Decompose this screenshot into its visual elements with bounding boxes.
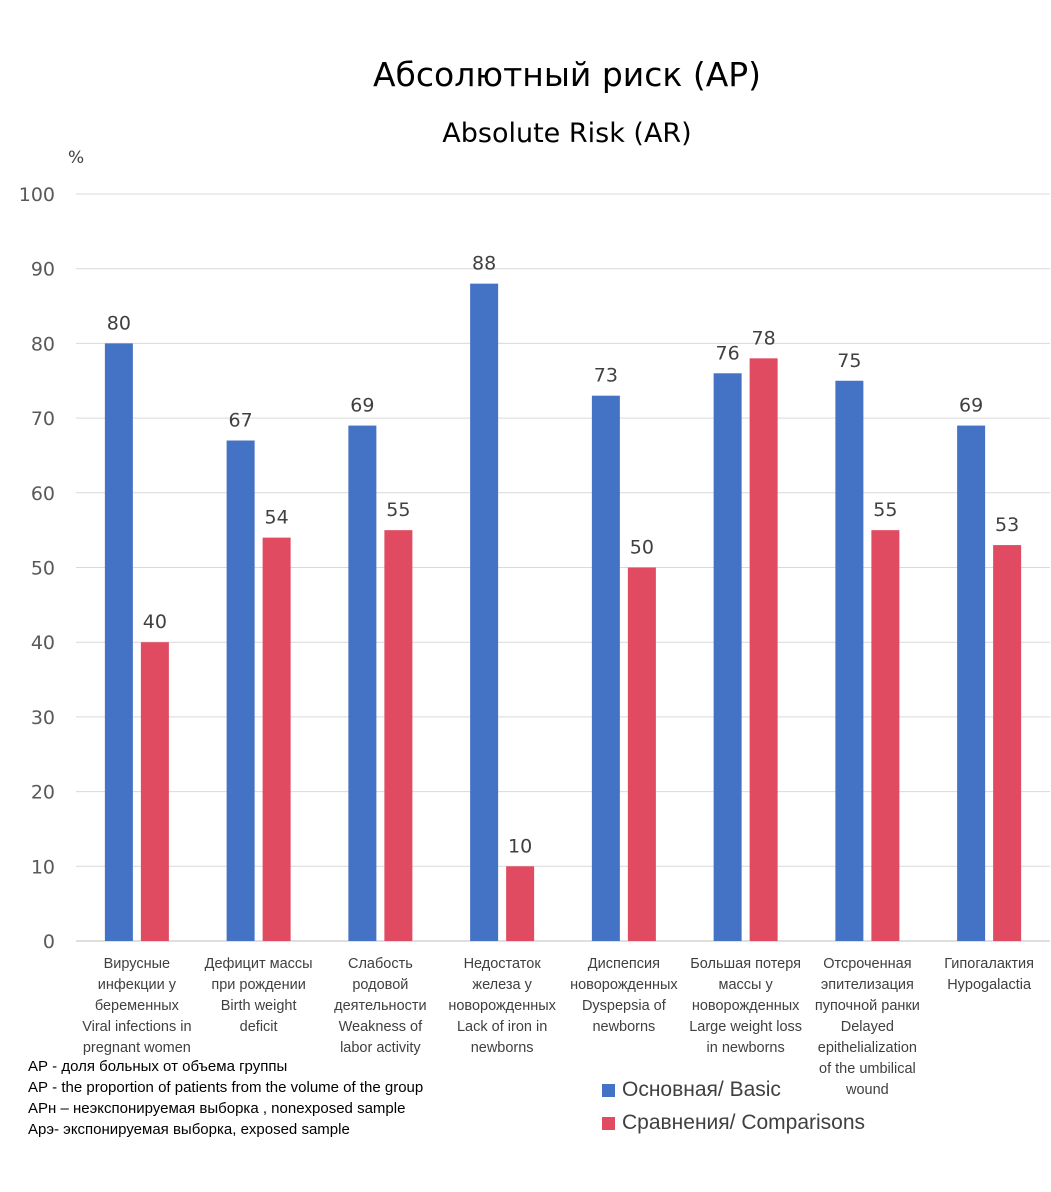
- x-tick-label: Гипогалактия Hypogalactia: [944, 956, 1034, 993]
- bar: [140, 642, 169, 941]
- bar: [871, 530, 900, 941]
- footnote: АР - доля больных от объема группы: [28, 1058, 288, 1075]
- y-tick-label: 80: [31, 333, 55, 355]
- y-tick-label: 10: [31, 856, 55, 878]
- bar: [713, 373, 742, 941]
- y-axis-label: %: [68, 148, 85, 168]
- data-label: 80: [107, 312, 131, 334]
- bar: [262, 537, 291, 941]
- y-tick-label: 40: [31, 632, 55, 654]
- y-tick-label: 90: [31, 259, 55, 281]
- chart-title: Абсолютный риск (АР): [372, 55, 762, 94]
- legend-item-comparisons: Сравнения/ Comparisons: [602, 1111, 865, 1135]
- data-label: 75: [837, 350, 861, 372]
- bar: [384, 530, 413, 941]
- x-tick-label: Вирусные инфекции у беременных Viral inf…: [82, 956, 192, 1056]
- bar: [348, 425, 377, 941]
- y-tick-label: 30: [31, 707, 55, 729]
- bar: [957, 425, 986, 941]
- x-tick-label: Диспепсия новорожденных Dyspepsia of new…: [570, 956, 678, 1035]
- bar: [835, 380, 864, 941]
- x-tick-label: Слабость родовой деятельности Weakness o…: [334, 956, 427, 1056]
- bar: [591, 395, 620, 941]
- chart-subtitle: Absolute Risk (AR): [442, 118, 692, 149]
- y-tick-label: 70: [31, 408, 55, 430]
- y-tick-label: 0: [43, 931, 55, 953]
- data-label: 76: [716, 342, 740, 364]
- legend-swatch: [602, 1083, 615, 1097]
- x-tick-label: Недостаток железа у новорожденных Lack o…: [448, 956, 556, 1056]
- data-label: 55: [386, 499, 410, 521]
- bar: [506, 866, 535, 941]
- data-label: 73: [594, 365, 618, 387]
- data-label: 69: [350, 395, 374, 417]
- y-tick-label: 50: [31, 558, 55, 580]
- y-tick-label: 60: [31, 483, 55, 505]
- x-tick-label: Большая потеря массы у новорожденных Lar…: [689, 956, 803, 1056]
- bar: [470, 283, 499, 941]
- data-label: 40: [143, 611, 167, 633]
- legend-label: Основная/ Basic: [622, 1078, 781, 1101]
- bar: [104, 343, 133, 941]
- data-label: 69: [959, 395, 983, 417]
- footnote: АРн – неэкспонируемая выборка , nonexpos…: [28, 1100, 406, 1117]
- x-tick-label: Дефицит массы при рождении Birth weight …: [204, 956, 313, 1035]
- data-label: 88: [472, 253, 496, 275]
- y-tick-label: 100: [19, 184, 55, 206]
- bar: [627, 567, 656, 941]
- legend-label: Сравнения/ Comparisons: [622, 1111, 866, 1134]
- data-label: 10: [508, 835, 532, 857]
- data-label: 53: [995, 514, 1019, 536]
- data-label: 67: [229, 410, 253, 432]
- legend-item-basic: Основная/ Basic: [602, 1078, 781, 1102]
- y-tick-label: 20: [31, 782, 55, 804]
- footnote: Арэ- экспонируемая выборка, exposed samp…: [28, 1121, 350, 1138]
- footnote: АР - the proportion of patients from the…: [28, 1079, 424, 1096]
- bar: [749, 358, 778, 942]
- x-tick-label: Отсроченная эпителизация пупочной ранки …: [814, 956, 920, 1098]
- bar: [993, 545, 1022, 941]
- legend-swatch: [602, 1116, 615, 1130]
- data-label: 78: [752, 327, 776, 349]
- bar: [226, 440, 255, 941]
- data-label: 50: [630, 537, 654, 559]
- data-label: 54: [265, 507, 289, 529]
- data-label: 55: [873, 499, 897, 521]
